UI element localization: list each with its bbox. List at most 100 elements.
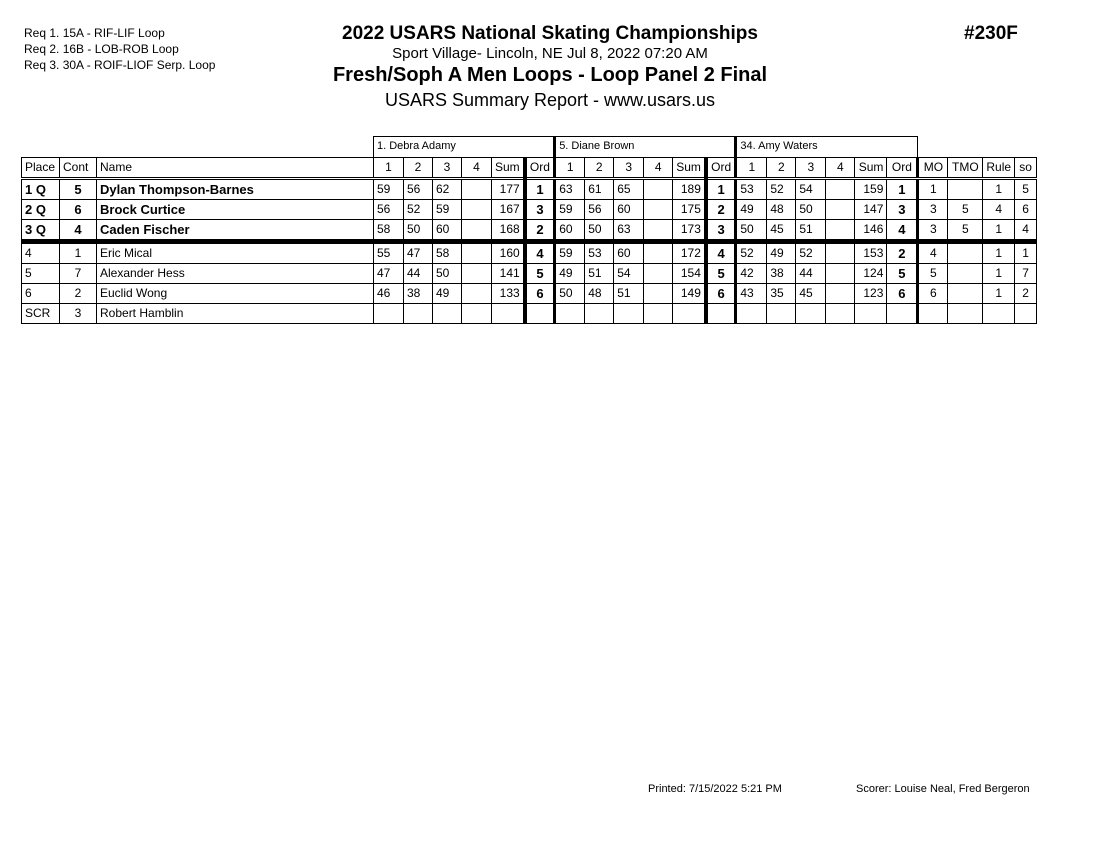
score-cell (734, 303, 768, 324)
score-cell: 62 (432, 178, 462, 200)
rule-cell: 1 (982, 263, 1016, 284)
score-header: Sum (672, 157, 707, 180)
sum-cell: 123 (854, 283, 888, 304)
ordinal-cell: 1 (886, 178, 919, 200)
event-number: #230F (964, 23, 1018, 44)
ordinal-cell: 2 (886, 241, 919, 264)
score-header: 2 (584, 157, 615, 180)
table-row: 5 7 Alexander Hess 47 44 50 141 5 49 51 54 154 5 42 38… (21, 263, 1038, 284)
requirements-list: Req 1. 15A - RIF-LIF Loop Req 2. 16B - L… (24, 25, 215, 73)
score-cell: 52 (795, 241, 827, 264)
tmo-cell (947, 283, 984, 304)
score-cell: 46 (373, 283, 404, 304)
score-cell: 47 (373, 263, 404, 284)
sum-cell: 173 (672, 219, 707, 244)
score-header: 4 (825, 157, 856, 180)
score-cell (766, 303, 797, 324)
ordinal-cell: 2 (522, 219, 556, 244)
score-cell: 50 (734, 219, 768, 244)
ordinal-cell: 6 (886, 283, 919, 304)
score-header: 1 (553, 157, 586, 180)
so-cell: 2 (1014, 283, 1038, 304)
tmo-cell: 5 (947, 219, 984, 244)
rule-cell: 1 (982, 219, 1016, 244)
score-header: 1 (373, 157, 404, 180)
cont-cell: 3 (59, 303, 97, 324)
ordinal-cell: 5 (522, 263, 556, 284)
judge-name: 5. Diane Brown (553, 136, 737, 158)
so-cell: 1 (1014, 241, 1038, 264)
cont-cell: 7 (59, 263, 97, 284)
score-cell: 60 (432, 219, 462, 244)
score-header: 4 (643, 157, 674, 180)
mo-cell: 4 (916, 241, 949, 264)
sum-cell: 147 (854, 199, 888, 220)
score-header: Ord (886, 157, 919, 180)
ordinal-cell (886, 303, 919, 324)
so-cell: 6 (1014, 199, 1038, 220)
sum-cell: 153 (854, 241, 888, 264)
score-cell (795, 303, 827, 324)
score-cell: 50 (584, 219, 615, 244)
score-header: 3 (432, 157, 462, 180)
score-cell: 63 (553, 178, 586, 200)
score-cell: 56 (403, 178, 433, 200)
score-cell: 52 (734, 241, 768, 264)
place-cell: 6 (21, 283, 60, 304)
score-cell: 49 (432, 283, 462, 304)
sum-cell: 189 (672, 178, 707, 200)
score-cell: 58 (373, 219, 404, 244)
requirement: Req 3. 30A - ROIF-LIOF Serp. Loop (24, 58, 216, 72)
score-cell (432, 303, 462, 324)
rule-cell: 4 (982, 199, 1016, 220)
so-cell: 7 (1014, 263, 1038, 284)
tmo-cell (947, 263, 984, 284)
sum-cell: 172 (672, 241, 707, 264)
cont-cell: 4 (59, 219, 97, 244)
rule-header: Rule (982, 157, 1016, 180)
score-cell (825, 303, 856, 324)
skater-name: Eric Mical (96, 241, 374, 264)
tmo-cell (947, 178, 984, 200)
requirement: Req 1. 15A - RIF-LIF Loop (24, 26, 165, 40)
score-cell (373, 303, 404, 324)
score-cell: 52 (766, 178, 797, 200)
score-cell (643, 241, 674, 264)
tmo-cell (947, 303, 984, 324)
score-cell: 35 (766, 283, 797, 304)
score-cell (613, 303, 645, 324)
score-cell: 49 (734, 199, 768, 220)
score-cell: 48 (584, 283, 615, 304)
score-header: Sum (490, 157, 526, 180)
judge-name: 1. Debra Adamy (372, 136, 556, 158)
place-cell: SCR (21, 303, 60, 324)
score-header: Sum (854, 157, 888, 180)
score-cell (643, 199, 674, 220)
sum-cell: 149 (672, 283, 707, 304)
place-cell: 1 Q (21, 178, 60, 200)
score-cell: 53 (734, 178, 768, 200)
score-cell (584, 303, 615, 324)
score-cell (825, 199, 856, 220)
skater-name: Caden Fischer (96, 219, 374, 244)
column-header-row: Place Cont Name 1 2 3 4 Sum Ord 1 2 3 4 Sum Ord 1 2 3 4 Sum… (21, 157, 1038, 180)
printed-timestamp: Printed: 7/15/2022 5:21 PM (648, 783, 782, 795)
sum-cell: 160 (490, 241, 526, 264)
score-header: 2 (766, 157, 797, 180)
ordinal-cell: 1 (522, 178, 556, 200)
report-subtitle: USARS Summary Report - www.usars.us (384, 90, 716, 110)
score-cell: 54 (613, 263, 645, 284)
event-name: Fresh/Soph A Men Loops - Loop Panel 2 Fi… (332, 64, 768, 86)
rule-cell: 1 (982, 241, 1016, 264)
ordinal-cell: 5 (886, 263, 919, 284)
score-cell: 44 (795, 263, 827, 284)
score-cell (825, 241, 856, 264)
ordinal-cell: 3 (886, 199, 919, 220)
score-cell (461, 199, 492, 220)
score-cell: 59 (373, 178, 404, 200)
score-cell: 38 (766, 263, 797, 284)
score-cell: 38 (403, 283, 433, 304)
so-cell: 4 (1014, 219, 1038, 244)
score-cell: 53 (584, 241, 615, 264)
ordinal-cell: 4 (703, 241, 737, 264)
